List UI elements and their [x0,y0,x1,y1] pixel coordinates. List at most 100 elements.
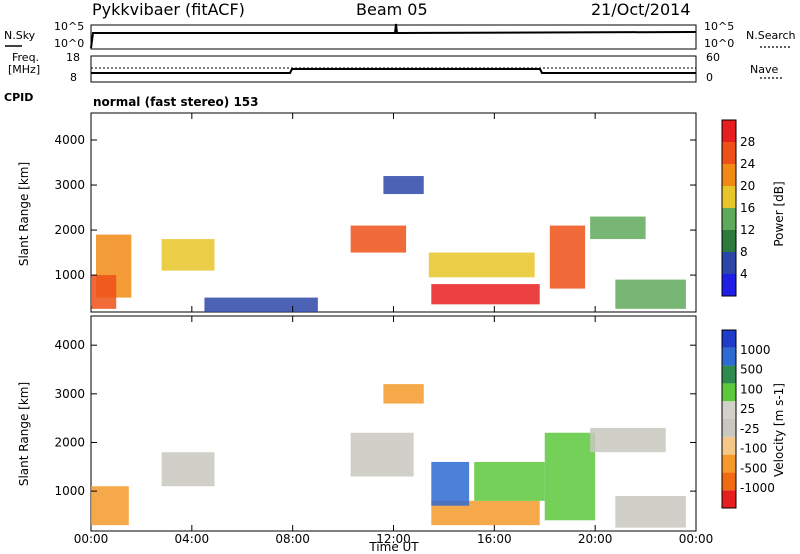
echo-region [474,461,545,501]
echo-region [350,225,407,253]
colorbar-cell [722,472,736,491]
echo-region [161,452,215,487]
colorbar-cell [722,454,736,473]
noise-panel [90,24,697,50]
echo-region [428,252,535,278]
y-tick-label: 4000 [54,133,85,147]
colorbar-frame [721,329,737,509]
velocity-colorbar-label: Velocity [m s-1] [772,383,786,477]
power-colorbar-label: Power [dB] [772,181,786,246]
freq-trace [91,68,696,74]
y-tick-label: 3000 [54,178,85,192]
colorbar-cell [722,120,736,142]
echo-region [91,486,129,526]
nave-tick-bottom: 0 [706,71,713,84]
y-tick-label: 2000 [54,223,85,237]
velocity-colorbar: 1000 500 100 25 -25 -100 -500 -1000 [721,329,775,509]
colorbar-tick-label: 8 [740,245,748,259]
time-axis-label: Time UT [368,540,419,554]
date-label: 21/Oct/2014 [591,0,691,19]
velocity-ylabel: Slant Range [km] [17,382,31,486]
colorbar-frame [721,119,737,297]
y-tick-label: 3000 [54,387,85,401]
colorbar-tick-label: 500 [740,363,763,377]
colorbar-tick-label: 1000 [740,343,771,357]
nave-label: Nave [750,63,779,76]
noise-search-label: N.Search [746,29,796,42]
freq-tick-bottom: 8 [70,71,77,84]
noise-sky-label: N.Sky [4,29,36,42]
x-tick-label: 04:00 [175,532,210,546]
colorbar-tick-label: -1000 [740,481,775,495]
colorbar-cell [722,164,736,186]
colorbar-cell [722,365,736,384]
echo-region [383,384,424,404]
x-tick-label: 20:00 [578,532,613,546]
power-panel: 1000 2000 3000 4000 [54,112,697,313]
colorbar-cell [722,186,736,208]
echo-region [615,495,686,528]
colorbar-tick-label: 24 [740,157,755,171]
colorbar-tick-label: -100 [740,442,767,456]
freq-tick-top: 18 [66,51,80,64]
colorbar-tick-label: 100 [740,382,763,396]
colorbar-cell [722,142,736,164]
y-tick-label: 4000 [54,338,85,352]
x-tick-label: 16:00 [477,532,512,546]
colorbar-cell [722,252,736,274]
x-tick-label: 00:00 [679,532,714,546]
colorbar-cell [722,490,736,508]
colorbar-cell [722,208,736,230]
power-ylabel: Slant Range [km] [17,162,31,266]
echo-region [615,279,686,309]
colorbar-tick-label: 12 [740,223,755,237]
freq-label-2: [MHz] [8,63,41,76]
y-tick-label: 1000 [54,484,85,498]
echo-region [549,225,586,289]
station-title: Pykkvibaer (fitACF) [92,0,245,19]
echo-region [544,432,596,521]
colorbar-tick-label: 28 [740,135,755,149]
echo-region [431,461,470,506]
freq-label-1: Freq. [12,51,40,64]
y-tick-label: 1000 [54,268,85,282]
echo-region [590,427,666,453]
noise-left-tick-bottom: 10^0 [54,37,85,50]
x-tick-label: 08:00 [275,532,310,546]
x-tick-label: 00:00 [74,532,109,546]
nave-tick-top: 60 [706,51,720,64]
colorbar-cell [722,274,736,296]
cpid-label: CPID [4,91,34,104]
colorbar-tick-label: -500 [740,461,767,475]
colorbar-tick-label: -25 [740,422,760,436]
velocity-panel: 1000 2000 3000 4000 [54,315,697,532]
noise-right-tick-bottom: 10^0 [704,37,735,50]
cpid-mode: normal (fast stereo) 153 [93,95,259,109]
colorbar-cell [722,419,736,437]
beam-label: Beam 05 [356,0,428,19]
plot-frame [90,112,697,313]
plot-frame [90,315,697,532]
noise-trace [90,23,696,49]
echo-region [590,216,646,240]
colorbar-cell [722,230,736,252]
colorbar-tick-label: 20 [740,179,755,193]
colorbar-cell [722,401,736,419]
echo-region [383,176,424,195]
echo-region [161,239,215,271]
colorbar-tick-label: 4 [740,267,748,281]
x-tick-label: 12:00 [376,532,411,546]
colorbar-tick-label: 25 [740,402,755,416]
noise-right-tick-top: 10^5 [704,20,735,33]
echo-region [204,297,318,312]
colorbar-cell [722,347,736,366]
colorbar-tick-label: 16 [740,201,755,215]
noise-left-tick-top: 10^5 [54,20,85,33]
colorbar-cell [722,330,736,348]
time-axis: 00:00 04:00 08:00 12:00 16:00 20:00 00:00 [74,113,714,546]
colorbar-cell [722,436,736,455]
freq-panel [90,55,697,83]
echo-region [431,284,540,305]
echo-region [350,432,414,477]
